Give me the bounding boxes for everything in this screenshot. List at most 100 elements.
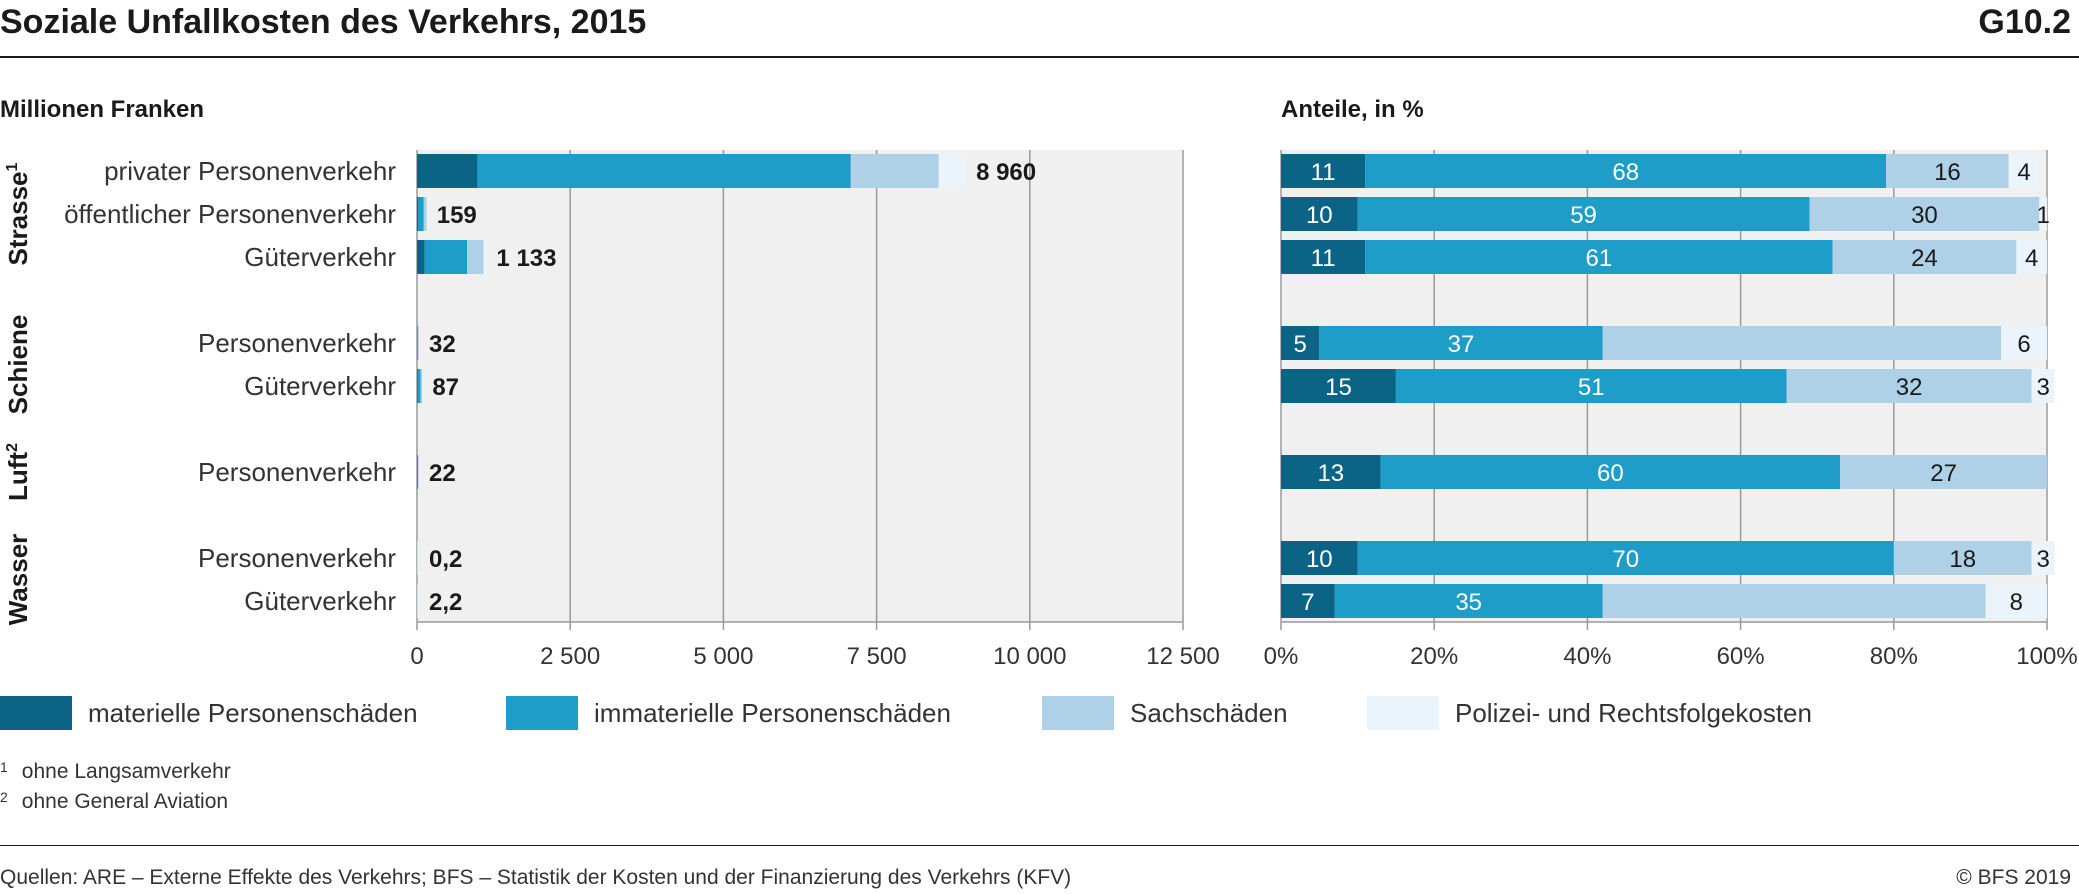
- right-bar-segment: [1886, 154, 2009, 188]
- right-bar-segment: [2008, 154, 2040, 188]
- copyright: © BFS 2019: [1956, 866, 2071, 889]
- category-label: Personenverkehr: [198, 457, 396, 487]
- right-share-label: 11: [1311, 245, 1336, 272]
- right-share-label: 1: [2036, 202, 2049, 229]
- category-label: Güterverkehr: [244, 371, 396, 401]
- category-label: öffentlicher Personenverkehr: [64, 199, 396, 229]
- left-bar-segment: [426, 197, 428, 231]
- right-chart-x-tick-label: 20%: [1410, 643, 1458, 670]
- source-note: Quellen: ARE – Externe Effekte des Verke…: [0, 866, 1072, 889]
- left-bar-segment: [467, 240, 484, 274]
- right-share-label: 70: [1612, 546, 1639, 573]
- left-chart-x-tick-label: 0: [410, 643, 423, 670]
- page-title: Soziale Unfallkosten des Verkehrs, 2015: [0, 3, 647, 41]
- left-bar-segment: [420, 369, 423, 403]
- group-label: Schiene: [3, 315, 33, 415]
- category-label: Personenverkehr: [198, 328, 396, 358]
- left-bar-segment: [938, 154, 967, 188]
- left-chart-x-tick-label: 12 500: [1146, 643, 1219, 670]
- right-share-label: 60: [1597, 460, 1624, 487]
- right-share-label: 13: [1317, 460, 1344, 487]
- right-share-label: 35: [1455, 589, 1482, 616]
- footnote-1-text: ohne Langsamverkehr: [21, 760, 231, 783]
- right-bar-segment: [2031, 541, 2055, 575]
- left-total-label: 159: [437, 202, 477, 229]
- right-share-label: 10: [1306, 546, 1333, 573]
- left-bar-segment: [422, 369, 423, 403]
- right-bar-segment: [1357, 541, 1894, 575]
- left-bar-segment: [417, 197, 418, 231]
- group-label: Wasser: [3, 534, 33, 626]
- right-bar-segment: [1281, 240, 1366, 274]
- left-bar-segment: [423, 197, 427, 231]
- right-share-label: 30: [1911, 202, 1938, 229]
- right-share-label: 16: [1934, 159, 1961, 186]
- right-bar-segment: [1809, 197, 2040, 231]
- right-bar-segment: [1357, 197, 1810, 231]
- left-bar-segment: [483, 240, 487, 274]
- right-bar-segment: [2031, 369, 2055, 403]
- right-chart-x-tick-label: 80%: [1870, 643, 1918, 670]
- right-bar-segment: [1395, 369, 1787, 403]
- right-bar-segment: [2001, 326, 2047, 360]
- right-share-label: 68: [1612, 159, 1639, 186]
- legend-label-polizei: Polizei- und Rechtsfolgekosten: [1455, 697, 1812, 728]
- right-share-label: 6: [2017, 331, 2030, 358]
- right-bar-segment: [1985, 584, 2047, 618]
- group-footnote-mark: 2: [4, 443, 21, 452]
- right-share-label: 59: [1570, 202, 1597, 229]
- right-share-label: 27: [1930, 460, 1957, 487]
- footnote-1-mark: 1: [0, 759, 8, 775]
- right-chart-x-tick-label: 0%: [1264, 643, 1299, 670]
- legend-swatch-polizei: [1367, 696, 1439, 730]
- right-bar-segment: [1602, 326, 2002, 360]
- right-share-label: 15: [1325, 374, 1352, 401]
- left-bar-segment: [417, 541, 418, 575]
- left-bar-segment: [417, 154, 478, 188]
- left-bar-segment: [850, 154, 939, 188]
- right-chart-x-tick-label: 40%: [1563, 643, 1611, 670]
- legend-item-immaterielle: immaterielle Personenschäden: [506, 694, 951, 732]
- right-share-label: 37: [1448, 331, 1475, 358]
- left-bar-segment: [417, 326, 418, 360]
- left-chart-x-tick-label: 7 500: [847, 643, 907, 670]
- left-bar-segment: [417, 584, 418, 618]
- footnote-1: 1 ohne Langsamverkehr: [0, 754, 231, 785]
- left-bar-segment: [417, 369, 418, 403]
- left-chart-x-tick-label: 5 000: [693, 643, 753, 670]
- right-bar-segment: [1281, 326, 1320, 360]
- right-bar-segment: [1840, 455, 2047, 489]
- chart-canvas: 0 2 500 5 000 7 500 10 000 12 500 8 960 private…: [3, 150, 2078, 670]
- right-share-label: 7: [1301, 589, 1314, 616]
- right-share-label: 11: [1311, 159, 1336, 186]
- left-chart-x-tick-label: 2 500: [540, 643, 600, 670]
- group-footnote-mark: 1: [4, 162, 21, 171]
- legend-swatch-immaterielle: [506, 696, 578, 730]
- left-bar-segment: [417, 197, 424, 231]
- right-bar-segment: [1365, 154, 1887, 188]
- right-share-label: 4: [2017, 159, 2030, 186]
- right-bar-segment: [1281, 455, 1381, 489]
- category-label: Güterverkehr: [244, 586, 396, 616]
- right-bar-segment: [1380, 455, 1841, 489]
- left-total-label: 32: [429, 331, 456, 358]
- right-bar-segment: [1365, 240, 1833, 274]
- right-bar-segment: [1281, 541, 1358, 575]
- left-total-label: 0,2: [429, 546, 462, 573]
- legend-item-polizei: Polizei- und Rechtsfolgekosten: [1367, 694, 1812, 732]
- left-bar-segment: [417, 326, 419, 360]
- left-bar-segment: [417, 369, 421, 403]
- right-bar-segment: [1786, 369, 2032, 403]
- left-bar-segment: [417, 455, 419, 489]
- right-bar-segment: [1281, 154, 1366, 188]
- legend-swatch-materielle: [0, 696, 72, 730]
- left-total-label: 87: [432, 374, 459, 401]
- right-share-label: 8: [2010, 589, 2023, 616]
- group-label: Strasse1: [3, 162, 33, 265]
- left-total-label: 8 960: [976, 159, 1036, 186]
- left-bar-segment: [424, 240, 468, 274]
- category-label: Güterverkehr: [244, 242, 396, 272]
- right-chart-title: Anteile, in %: [1281, 96, 1424, 123]
- right-share-label: 10: [1306, 202, 1333, 229]
- right-bar-segment: [1281, 369, 1396, 403]
